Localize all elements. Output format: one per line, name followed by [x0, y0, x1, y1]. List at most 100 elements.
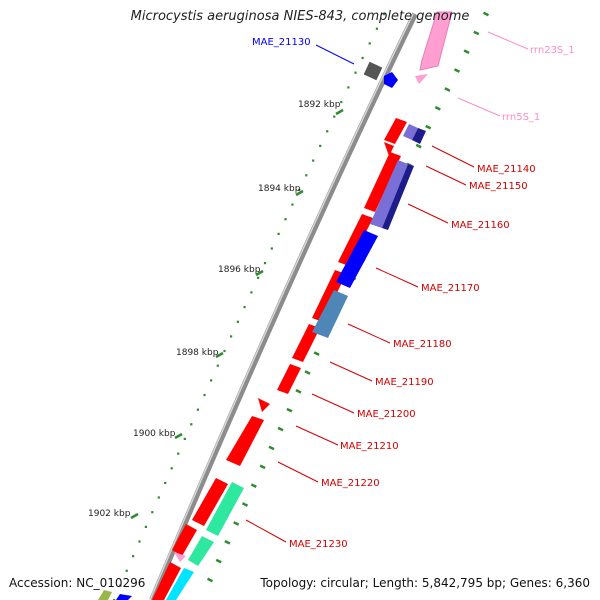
kbp-label: 1900 kbp [133, 429, 176, 439]
gene-MAE-21140-arrow[interactable] [384, 142, 394, 156]
gene-MAE-21190[interactable] [277, 364, 301, 394]
minor-tick [125, 569, 128, 572]
gene-pink-small[interactable] [174, 552, 186, 562]
gene-MAE-21230[interactable] [172, 524, 197, 556]
minor-tick [119, 584, 122, 587]
gene-label[interactable]: rrn23S_1 [530, 45, 575, 56]
genome-backbone [149, 12, 418, 600]
connector-rrn5S [457, 97, 501, 117]
gene-label[interactable]: MAE_21160 [451, 220, 510, 231]
connector-MAE-21130 [315, 44, 355, 65]
gene-MAE-21220[interactable] [192, 478, 228, 526]
gene-label[interactable]: MAE_21230 [289, 539, 348, 550]
gene-cyan[interactable] [166, 568, 194, 600]
kbp-label: 1898 kbp [176, 348, 219, 358]
minor-tick [333, 115, 336, 118]
gene-MAE-21150[interactable] [364, 152, 401, 212]
gene-navy-top[interactable] [412, 128, 426, 144]
minor-tick [444, 87, 451, 92]
connector-MAE-21200 [311, 393, 355, 414]
minor-tick [415, 143, 422, 149]
minor-tick [319, 144, 322, 147]
minor-tick [250, 483, 257, 489]
gene-label[interactable]: MAE_21130 [252, 37, 311, 48]
minor-tick [425, 124, 432, 130]
minor-tick [270, 247, 273, 250]
gene-rrn5S[interactable] [415, 74, 428, 84]
connector-MAE-21210 [295, 425, 339, 446]
kbp-label: 1902 kbp [88, 509, 131, 519]
gene-label[interactable]: MAE_21190 [375, 377, 434, 388]
gene-MAE-21140[interactable] [384, 118, 407, 144]
gene-green-2[interactable] [188, 536, 214, 566]
gene-label[interactable]: MAE_21200 [357, 409, 416, 420]
minor-tick [298, 188, 301, 191]
gene-lavender-top[interactable] [403, 124, 418, 140]
minor-tick [361, 56, 364, 60]
kbp-label: 1892 kbp [298, 100, 341, 110]
minor-tick [277, 426, 284, 432]
kbp-major-tick [174, 432, 183, 440]
gene-MAE-21210[interactable] [226, 416, 264, 466]
minor-tick [241, 502, 249, 507]
gene-label[interactable]: MAE_21180 [393, 339, 452, 350]
minor-tick [203, 393, 206, 397]
minor-tick [473, 30, 480, 36]
gene-features [98, 11, 453, 600]
minor-tick [177, 452, 180, 455]
left-tick-track [113, 13, 386, 600]
gene-blue[interactable] [336, 230, 378, 288]
gene-olive[interactable] [98, 590, 112, 600]
gene-label[interactable]: MAE_21220 [321, 478, 380, 489]
minor-tick [291, 203, 294, 206]
gene-steel[interactable] [312, 290, 348, 338]
gene-blue-bottom[interactable] [116, 594, 132, 600]
minor-tick [312, 159, 315, 162]
kbp-major-tick [335, 108, 344, 116]
minor-tick [304, 370, 311, 375]
kbp-major-tick [215, 351, 224, 359]
genome-backbone-highlight [149, 13, 414, 600]
gene-label[interactable]: MAE_21170 [421, 283, 480, 294]
gene-green[interactable] [206, 482, 244, 536]
connector-MAE-21150 [425, 165, 467, 186]
minor-tick [250, 291, 253, 294]
connector-MAE-21180 [347, 323, 391, 344]
topology-text: Topology: circular; Length: 5,842,795 bp… [260, 576, 590, 590]
gene-label[interactable]: MAE_21140 [477, 164, 536, 175]
gene-MAE-21160[interactable] [338, 214, 373, 266]
gene-label[interactable]: MAE_21210 [340, 441, 399, 452]
gene-label[interactable]: MAE_21150 [469, 181, 528, 192]
gene-label[interactable]: rrn5S_1 [502, 112, 540, 123]
minor-tick [216, 364, 219, 367]
minor-tick [196, 408, 199, 411]
minor-tick [190, 423, 193, 426]
minor-tick [295, 388, 302, 394]
gene-MAE-21170[interactable] [312, 270, 346, 322]
minor-tick [340, 100, 343, 104]
minor-tick [215, 558, 222, 564]
minor-tick [305, 174, 308, 177]
gene-red-bottom[interactable] [152, 562, 181, 600]
connector-MAE-21170 [375, 267, 419, 288]
gene-MAE-21180[interactable] [292, 324, 320, 362]
minor-tick [157, 496, 160, 499]
minor-tick [347, 86, 350, 89]
minor-tick [223, 349, 226, 353]
gene-navy[interactable] [382, 164, 414, 230]
gene-MAE-21130-grey[interactable] [363, 61, 383, 81]
minor-tick [368, 42, 371, 45]
gene-MAE-21130[interactable] [384, 72, 398, 88]
minor-tick [243, 306, 246, 309]
gene-MAE-21200[interactable] [258, 398, 270, 412]
gene-lavender[interactable] [370, 160, 408, 228]
kbp-major-tick [255, 269, 264, 277]
connector-MAE-21140 [431, 145, 475, 168]
kbp-label: 1896 kbp [218, 265, 261, 275]
minor-tick [268, 445, 275, 451]
minor-tick [236, 320, 239, 323]
gene-labels: MAE_21130 rrn23S_1 rrn5S_1 MAE_21140 MAE… [252, 37, 575, 550]
gene-rrn23S[interactable] [419, 11, 453, 71]
